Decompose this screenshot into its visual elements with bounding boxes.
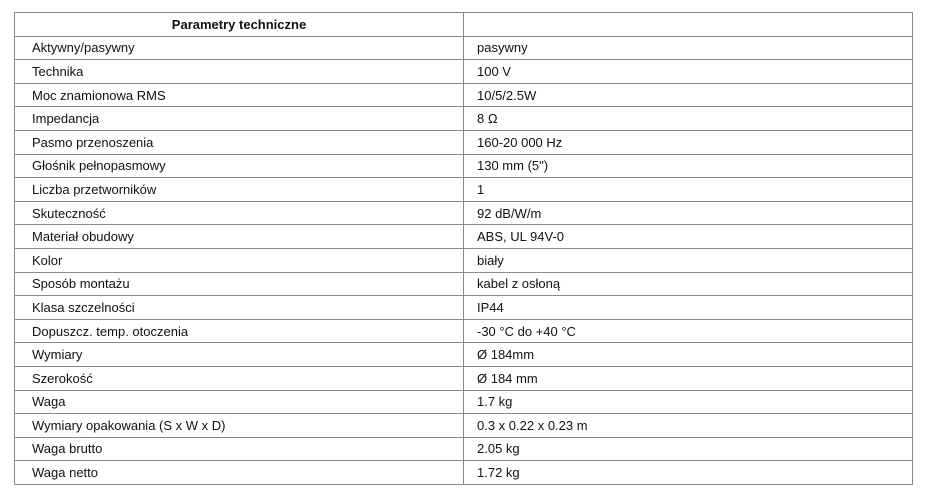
- table-row: Impedancja 8 Ω: [14, 106, 913, 131]
- parameter-name: Technika: [14, 59, 464, 84]
- parameter-name: Dopuszcz. temp. otoczenia: [14, 318, 464, 344]
- parameter-value: 1.7 kg: [463, 389, 913, 415]
- table-row: Liczba przetworników 1: [14, 177, 913, 202]
- parameter-name: Szerokość: [14, 365, 464, 391]
- parameter-name: Wymiary opakowania (S x W x D): [14, 413, 464, 438]
- parameter-value: Ø 184mm: [463, 342, 913, 367]
- table-row: Szerokość Ø 184 mm: [14, 365, 913, 391]
- table-row: Dopuszcz. temp. otoczenia -30 °C do +40 °…: [14, 318, 913, 344]
- parameter-name: Materiał obudowy: [14, 224, 464, 249]
- table-row: Wymiary opakowania (S x W x D) 0.3 x 0.22…: [14, 413, 913, 438]
- technical-parameters-table: Parametry techniczne Aktywny/pasywny pasy…: [14, 12, 913, 485]
- header-value: [463, 12, 913, 37]
- table-body: Aktywny/pasywny pasywny Technika 100 V Moc z…: [14, 35, 913, 485]
- parameter-name: Kolor: [14, 247, 464, 273]
- parameter-name: Klasa szczelności: [14, 295, 464, 320]
- parameter-name: Pasmo przenoszenia: [14, 129, 464, 155]
- parameter-name: Wymiary: [14, 342, 464, 367]
- parameter-value: 0.3 x 0.22 x 0.23 m: [463, 413, 913, 438]
- table-row: Moc znamionowa RMS 10/5/2.5W: [14, 82, 913, 108]
- parameter-name: Moc znamionowa RMS: [14, 82, 464, 108]
- parameter-value: Ø 184 mm: [463, 365, 913, 391]
- table-row: Waga brutto 2.05 kg: [14, 436, 913, 462]
- parameter-value: 1: [463, 177, 913, 202]
- parameter-value: biały: [463, 247, 913, 273]
- parameter-name: Impedancja: [14, 106, 464, 131]
- parameter-value: 8 Ω: [463, 106, 913, 131]
- table-row: Waga netto 1.72 kg: [14, 460, 913, 485]
- table-header-row: Parametry techniczne: [14, 12, 913, 37]
- table-row: Sposób montażu kabel z osłoną: [14, 271, 913, 297]
- table-row: Wymiary Ø 184mm: [14, 342, 913, 367]
- parameter-value: 10/5/2.5W: [463, 82, 913, 108]
- parameter-name: Głośnik pełnopasmowy: [14, 153, 464, 179]
- table-row: Skuteczność 92 dB/W/m: [14, 200, 913, 226]
- table-row: Pasmo przenoszenia 160-20 000 Hz: [14, 129, 913, 155]
- parameter-name: Aktywny/pasywny: [14, 35, 464, 61]
- parameter-value: 92 dB/W/m: [463, 200, 913, 226]
- parameter-name: Waga: [14, 389, 464, 415]
- parameter-value: pasywny: [463, 35, 913, 61]
- header-parameter: Parametry techniczne: [14, 12, 464, 37]
- parameter-value: 160-20 000 Hz: [463, 129, 913, 155]
- parameter-name: Sposób montażu: [14, 271, 464, 297]
- parameter-value: 100 V: [463, 59, 913, 84]
- table-row: Materiał obudowy ABS, UL 94V-0: [14, 224, 913, 249]
- table-row: Waga 1.7 kg: [14, 389, 913, 415]
- parameter-value: 2.05 kg: [463, 436, 913, 462]
- parameter-value: IP44: [463, 295, 913, 320]
- table-row: Technika 100 V: [14, 59, 913, 84]
- parameter-value: kabel z osłoną: [463, 271, 913, 297]
- parameter-value: ABS, UL 94V-0: [463, 224, 913, 249]
- parameter-name: Skuteczność: [14, 200, 464, 226]
- parameter-value: 1.72 kg: [463, 460, 913, 485]
- table-row: Aktywny/pasywny pasywny: [14, 35, 913, 61]
- table-row: Klasa szczelności IP44: [14, 295, 913, 320]
- parameter-name: Waga brutto: [14, 436, 464, 462]
- table-row: Głośnik pełnopasmowy 130 mm (5"): [14, 153, 913, 179]
- parameter-name: Waga netto: [14, 460, 464, 485]
- table-row: Kolor biały: [14, 247, 913, 273]
- parameter-name: Liczba przetworników: [14, 177, 464, 202]
- parameter-value: -30 °C do +40 °C: [463, 318, 913, 344]
- parameter-value: 130 mm (5"): [463, 153, 913, 179]
